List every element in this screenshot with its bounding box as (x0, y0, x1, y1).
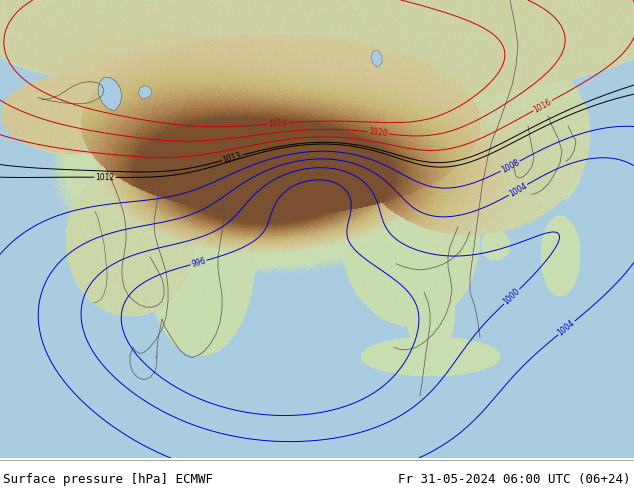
Polygon shape (138, 86, 152, 98)
Polygon shape (371, 50, 382, 68)
Text: 1012: 1012 (95, 172, 115, 182)
Text: 1008: 1008 (500, 158, 521, 174)
Polygon shape (98, 77, 122, 111)
Text: 1016: 1016 (532, 97, 553, 114)
Text: 1020: 1020 (368, 127, 388, 138)
Text: 1013: 1013 (222, 151, 243, 165)
Text: 1004: 1004 (507, 181, 529, 198)
Text: 996: 996 (190, 256, 207, 269)
Text: 1000: 1000 (501, 287, 522, 307)
Text: Surface pressure [hPa] ECMWF: Surface pressure [hPa] ECMWF (3, 473, 213, 486)
Text: 1004: 1004 (556, 318, 577, 338)
Text: 1024: 1024 (268, 118, 288, 129)
Text: Fr 31-05-2024 06:00 UTC (06+24): Fr 31-05-2024 06:00 UTC (06+24) (398, 473, 631, 486)
